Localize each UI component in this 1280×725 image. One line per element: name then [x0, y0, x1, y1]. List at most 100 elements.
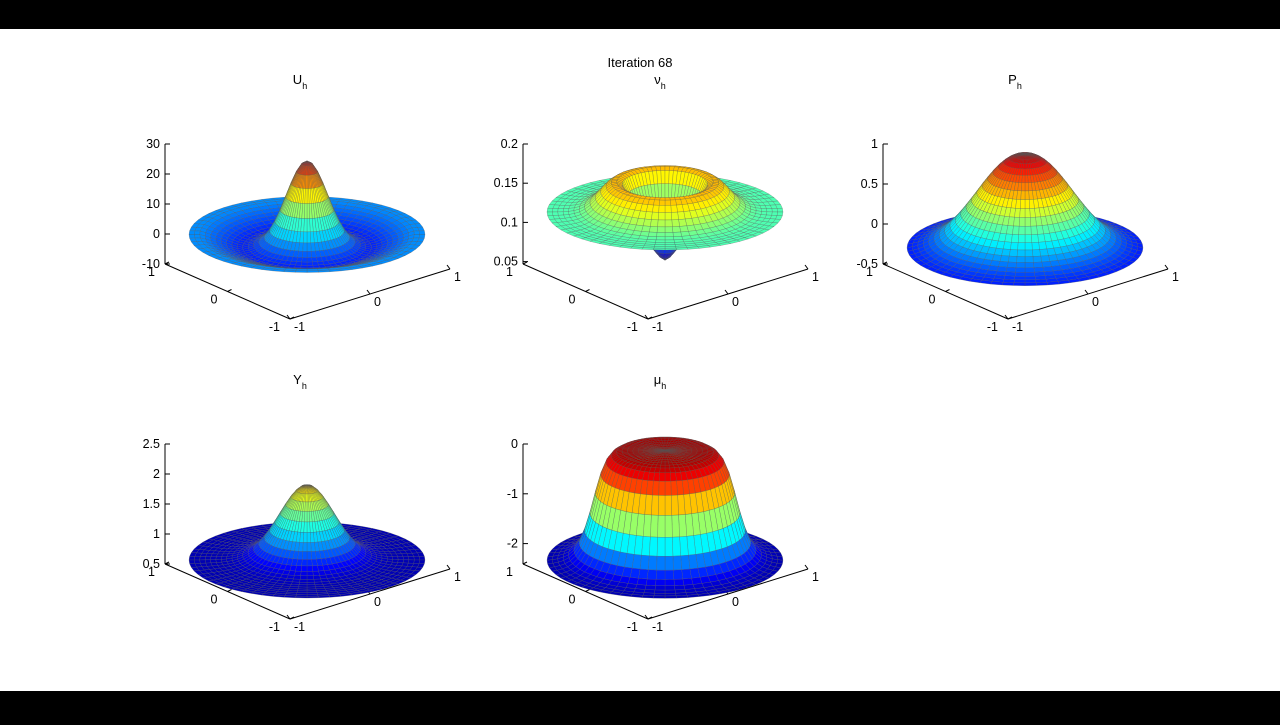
- surface-face: [1022, 175, 1025, 182]
- surface-face: [1009, 250, 1017, 257]
- surface-face: [1022, 169, 1025, 176]
- y-tick-label: 0: [929, 293, 936, 307]
- surface-face: [657, 232, 665, 236]
- surface-face: [647, 236, 656, 240]
- surface-face: [1021, 183, 1025, 191]
- surface-face: [1025, 191, 1029, 200]
- surface-face: [1025, 209, 1030, 218]
- surface-face: [999, 261, 1009, 267]
- surface-face: [307, 243, 311, 252]
- surface-face: [414, 556, 420, 560]
- surface-face: [1011, 234, 1018, 242]
- surface-face: [1035, 272, 1045, 277]
- surface-face: [307, 251, 312, 257]
- surface-face: [313, 265, 320, 268]
- surface-face: [658, 220, 665, 227]
- surface-face: [672, 220, 680, 227]
- x-tick-label: 0: [1092, 295, 1099, 309]
- surface-face: [194, 556, 200, 560]
- z-tick-label: 0: [153, 227, 160, 241]
- x-tick-label: 0: [374, 595, 381, 609]
- surface-face: [676, 248, 688, 250]
- surface-face: [1039, 242, 1047, 250]
- z-tick-label: 0.2: [501, 137, 518, 151]
- surface-face: [1025, 243, 1032, 250]
- surface-face: [392, 557, 398, 560]
- x-tick-label: 0: [732, 295, 739, 309]
- surface-face: [408, 557, 414, 560]
- surface-face: [318, 270, 330, 272]
- surface-face: [665, 240, 675, 243]
- surface-face: [284, 270, 296, 272]
- surface-face: [766, 212, 772, 216]
- surface-face: [1015, 208, 1021, 217]
- surface-face: [642, 226, 651, 232]
- surface-face: [671, 205, 678, 212]
- z-tick-label: 2: [153, 467, 160, 481]
- surface-face: [659, 205, 665, 212]
- surface-face: [1006, 267, 1016, 272]
- surface-face: [659, 200, 665, 205]
- subplot-title-subscript: h: [302, 381, 307, 391]
- surface-face: [670, 200, 676, 206]
- surface-face: [1025, 175, 1028, 182]
- surface-face: [1025, 268, 1035, 273]
- x-tick-label: 1: [1172, 270, 1179, 284]
- surface-face: [1020, 200, 1025, 209]
- surface-face: [665, 220, 672, 227]
- surface-face: [298, 251, 303, 257]
- surface-face: [189, 235, 195, 239]
- surface-face: [1015, 272, 1025, 276]
- y-tick-label: 0: [569, 293, 576, 307]
- surface-face: [1025, 200, 1030, 209]
- surface-face: [654, 200, 660, 206]
- surface-face: [777, 212, 783, 216]
- surface-face: [1029, 199, 1034, 208]
- subplot-title-subscript: h: [1017, 81, 1022, 91]
- surface-face: [651, 212, 658, 220]
- surface-face: [189, 556, 195, 560]
- z-tick-label: 2.5: [143, 437, 160, 451]
- surface-face: [660, 167, 665, 171]
- surface-face: [672, 226, 680, 232]
- surface-face: [772, 212, 778, 216]
- surface-face: [665, 212, 672, 220]
- surface-face: [1023, 164, 1025, 170]
- surface-face: [1025, 183, 1029, 191]
- z-tick-label: 1: [871, 137, 878, 151]
- y-tick-label: 1: [148, 265, 155, 279]
- surface-face: [1025, 262, 1034, 267]
- surface-face: [312, 257, 318, 262]
- surface-face: [558, 212, 564, 216]
- surface-face: [307, 265, 313, 268]
- subplot-title-subscript: h: [302, 81, 307, 91]
- surface-face: [1003, 242, 1011, 250]
- surface-face: [1016, 268, 1026, 273]
- surface-face: [1036, 282, 1048, 285]
- surface-face: [665, 200, 671, 205]
- surface-face: [656, 240, 666, 243]
- surface-face: [665, 198, 670, 201]
- surface-face: [307, 232, 311, 243]
- surface-face: [1025, 235, 1032, 243]
- surface-face: [1017, 250, 1025, 257]
- surface-face: [772, 208, 778, 212]
- x-tick-label: 0: [374, 295, 381, 309]
- z-tick-label: 10: [146, 197, 160, 211]
- surface-face: [552, 208, 558, 212]
- surface-face: [205, 557, 211, 560]
- z-tick-label: 30: [146, 137, 160, 151]
- surface-face: [1032, 242, 1040, 250]
- surface-face: [307, 262, 313, 265]
- surface-face: [1014, 280, 1025, 283]
- surface-face: [1030, 217, 1036, 226]
- surface-face: [665, 171, 669, 184]
- surface-face: [665, 246, 676, 248]
- surface-face: [652, 205, 659, 212]
- surface-face: [665, 237, 674, 240]
- surface-face: [661, 171, 665, 184]
- surface-face: [1019, 217, 1025, 226]
- surface-face: [1013, 283, 1025, 286]
- surface-face: [304, 219, 307, 232]
- surface-face: [777, 208, 783, 212]
